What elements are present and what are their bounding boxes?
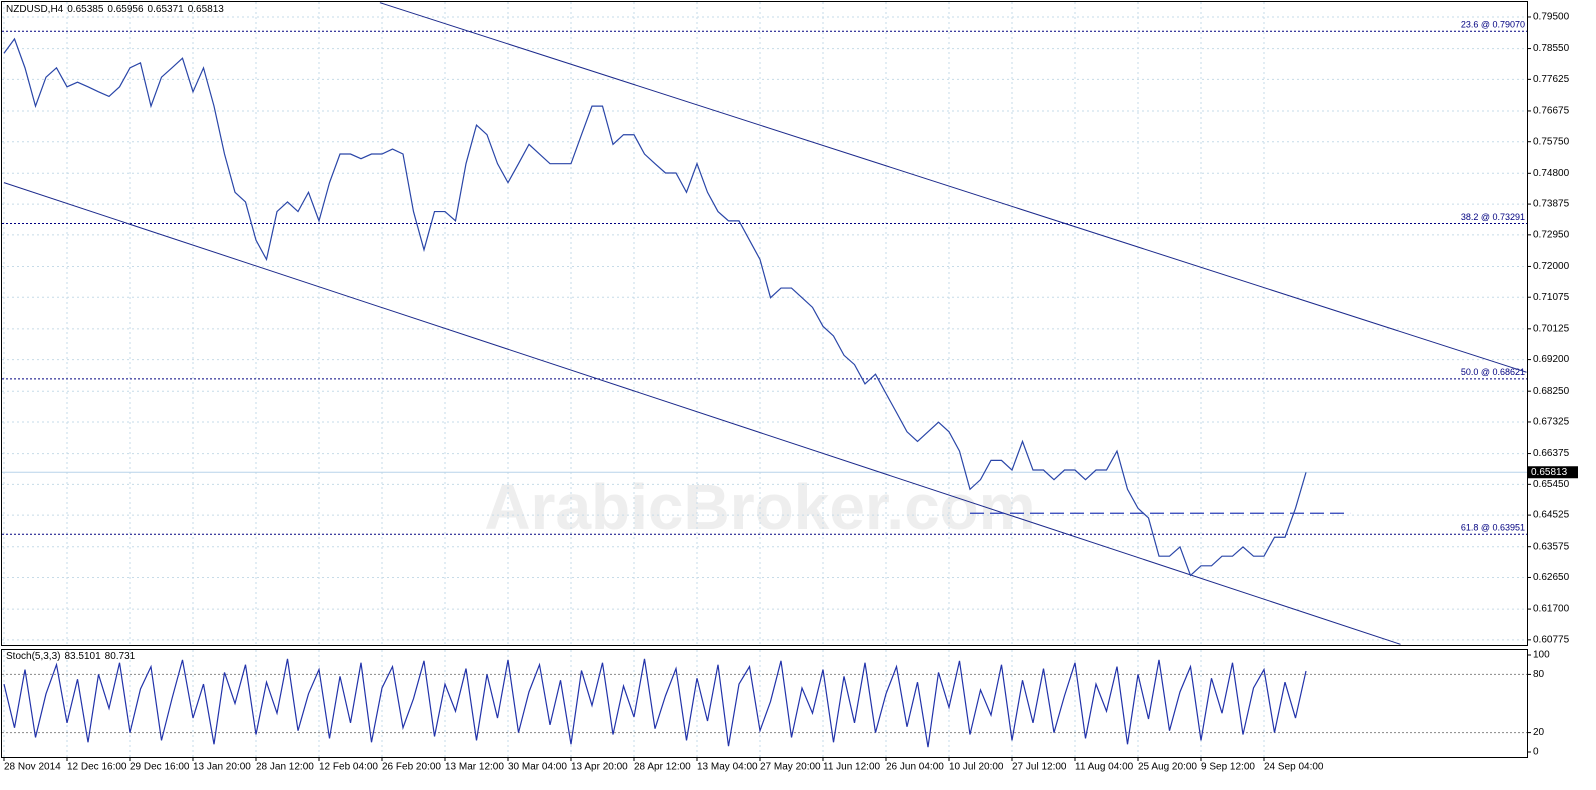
y-tick-label: 0.62650 — [1533, 572, 1570, 583]
x-tick-label: 11 Jun 12:00 — [823, 762, 881, 773]
y-tick-label: 0.64525 — [1533, 510, 1570, 521]
stoch-title: Stoch(5,3,3) — [6, 651, 61, 662]
stoch-tick-label: 80 — [1533, 669, 1545, 680]
stoch-tick-label: 100 — [1533, 650, 1550, 661]
y-tick-label: 0.75750 — [1533, 136, 1570, 147]
x-tick-label: 9 Sep 12:00 — [1201, 762, 1255, 773]
stoch-header: Stoch(5,3,3) 83.5101 80.731 — [6, 651, 139, 662]
x-tick-label: 12 Feb 04:00 — [319, 762, 378, 773]
y-tick-label: 0.67325 — [1533, 417, 1570, 428]
y-tick-label: 0.78550 — [1533, 43, 1570, 54]
stoch-reading: 83.5101 — [64, 651, 101, 662]
x-tick-label: 13 Mar 12:00 — [445, 762, 504, 773]
main-panel — [1, 1, 1528, 646]
fib-label: 50.0 @ 0.68621 — [1461, 367, 1525, 377]
x-tick-label: 29 Dec 16:00 — [130, 762, 190, 773]
stoch-tick-label: 20 — [1533, 727, 1545, 738]
x-tick-label: 26 Jun 04:00 — [886, 762, 944, 773]
trendline — [379, 2, 1527, 373]
stoch-tick-label: 0 — [1533, 747, 1539, 758]
symbol: NZDUSD,H4 — [6, 4, 64, 15]
x-tick-label: 27 May 20:00 — [760, 762, 821, 773]
ohlc-value: 0.65371 — [147, 4, 184, 15]
y-tick-label: 0.68250 — [1533, 386, 1570, 397]
x-tick-label: 28 Nov 2014 — [4, 762, 61, 773]
fib-label: 61.8 @ 0.63951 — [1461, 523, 1525, 533]
y-tick-label: 0.76675 — [1533, 106, 1570, 117]
fib-label: 23.6 @ 0.79070 — [1461, 20, 1525, 30]
x-tick-label: 25 Aug 20:00 — [1138, 762, 1197, 773]
y-tick-label: 0.79500 — [1533, 12, 1570, 23]
x-tick-label: 30 Mar 04:00 — [508, 762, 567, 773]
x-tick-label: 13 May 04:00 — [697, 762, 758, 773]
fib-label: 38.2 @ 0.73291 — [1461, 212, 1525, 222]
y-tick-label: 0.74800 — [1533, 168, 1570, 179]
x-tick-label: 26 Feb 20:00 — [382, 762, 441, 773]
x-tick-label: 12 Dec 16:00 — [67, 762, 127, 773]
ohlc-value: 0.65956 — [107, 4, 144, 15]
ohlc-value: 0.65813 — [187, 4, 224, 15]
ohlc-value: 0.65385 — [67, 4, 104, 15]
last-price-box — [1528, 466, 1578, 479]
x-tick-label: 27 Jul 12:00 — [1012, 762, 1067, 773]
x-tick-label: 11 Aug 04:00 — [1075, 762, 1134, 773]
y-tick-label: 0.66375 — [1533, 448, 1570, 459]
price-line — [3, 37, 1307, 577]
y-tick-label: 0.72950 — [1533, 229, 1570, 240]
stoch-panel — [1, 649, 1528, 758]
stoch-reading: 80.731 — [104, 651, 136, 662]
y-tick-label: 0.60775 — [1533, 634, 1570, 645]
y-tick-label: 0.71075 — [1533, 292, 1570, 303]
x-tick-label: 10 Jul 20:00 — [949, 762, 1004, 773]
y-tick-label: 0.63575 — [1533, 541, 1570, 552]
x-tick-label: 13 Apr 20:00 — [571, 762, 628, 773]
stoch-line — [3, 658, 1307, 748]
y-tick-label: 0.61700 — [1533, 604, 1570, 615]
trendline — [3, 182, 1401, 645]
y-tick-label: 0.72000 — [1533, 261, 1570, 272]
x-tick-label: 28 Apr 12:00 — [634, 762, 691, 773]
price-header: NZDUSD,H4 0.65385 0.65956 0.65371 0.65813 — [6, 4, 228, 15]
y-tick-label: 0.73875 — [1533, 199, 1570, 210]
y-tick-label: 0.69200 — [1533, 354, 1570, 365]
y-tick-label: 0.70125 — [1533, 323, 1570, 334]
y-tick-label: 0.77625 — [1533, 74, 1570, 85]
x-tick-label: 13 Jan 20:00 — [193, 762, 251, 773]
y-tick-label: 0.65450 — [1533, 479, 1570, 490]
last-price-label: 0.65813 — [1531, 467, 1568, 478]
x-tick-label: 24 Sep 04:00 — [1264, 762, 1324, 773]
x-tick-label: 28 Jan 12:00 — [256, 762, 314, 773]
